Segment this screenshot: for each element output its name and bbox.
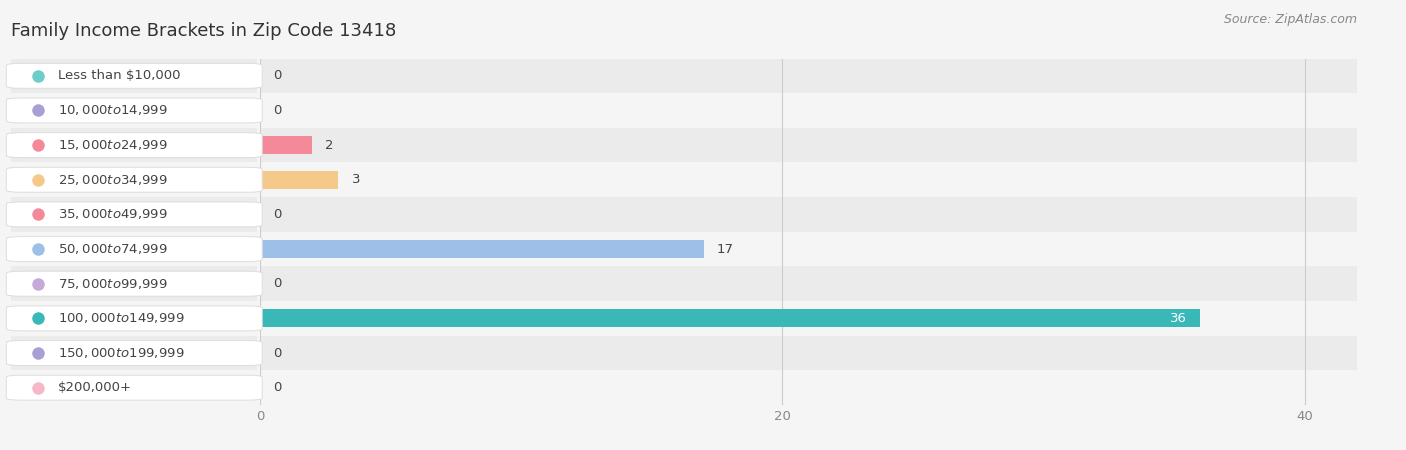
Bar [260, 162, 1357, 197]
Text: Source: ZipAtlas.com: Source: ZipAtlas.com [1223, 14, 1357, 27]
Text: 2: 2 [325, 139, 333, 152]
Bar [260, 266, 1357, 301]
Bar [11, 197, 257, 232]
FancyBboxPatch shape [7, 98, 262, 123]
Text: 3: 3 [352, 173, 360, 186]
Text: 0: 0 [273, 346, 281, 360]
FancyBboxPatch shape [7, 271, 262, 296]
Text: 17: 17 [717, 243, 734, 256]
Text: $150,000 to $199,999: $150,000 to $199,999 [58, 346, 184, 360]
Bar [11, 128, 257, 162]
Bar [11, 93, 257, 128]
Text: 0: 0 [273, 381, 281, 394]
FancyBboxPatch shape [7, 167, 262, 192]
Bar [11, 162, 257, 197]
Bar [11, 266, 257, 301]
Bar [260, 336, 1357, 370]
Text: $15,000 to $24,999: $15,000 to $24,999 [58, 138, 167, 152]
FancyBboxPatch shape [7, 237, 262, 261]
Text: 0: 0 [273, 104, 281, 117]
Bar [11, 301, 257, 336]
FancyBboxPatch shape [7, 133, 262, 158]
Text: $75,000 to $99,999: $75,000 to $99,999 [58, 277, 167, 291]
Text: Less than $10,000: Less than $10,000 [58, 69, 180, 82]
Bar [260, 232, 1357, 266]
FancyBboxPatch shape [7, 202, 262, 227]
Bar [260, 240, 704, 258]
Text: $25,000 to $34,999: $25,000 to $34,999 [58, 173, 167, 187]
Bar [260, 309, 1201, 328]
Bar [11, 232, 257, 266]
FancyBboxPatch shape [7, 306, 262, 331]
FancyBboxPatch shape [7, 63, 262, 88]
Text: 36: 36 [1170, 312, 1187, 325]
Bar [260, 136, 312, 154]
Bar [260, 128, 1357, 162]
Text: $100,000 to $149,999: $100,000 to $149,999 [58, 311, 184, 325]
Text: $35,000 to $49,999: $35,000 to $49,999 [58, 207, 167, 221]
Text: 0: 0 [273, 208, 281, 221]
Bar [260, 370, 1357, 405]
Text: 0: 0 [273, 69, 281, 82]
Text: Family Income Brackets in Zip Code 13418: Family Income Brackets in Zip Code 13418 [11, 22, 396, 40]
Text: $50,000 to $74,999: $50,000 to $74,999 [58, 242, 167, 256]
Bar [260, 171, 339, 189]
Bar [260, 93, 1357, 128]
Bar [11, 336, 257, 370]
Bar [11, 370, 257, 405]
FancyBboxPatch shape [7, 341, 262, 365]
Bar [260, 197, 1357, 232]
Bar [260, 301, 1357, 336]
Bar [11, 58, 257, 93]
Text: $10,000 to $14,999: $10,000 to $14,999 [58, 104, 167, 117]
Bar [260, 58, 1357, 93]
FancyBboxPatch shape [7, 375, 262, 400]
Text: 0: 0 [273, 277, 281, 290]
Text: $200,000+: $200,000+ [58, 381, 132, 394]
